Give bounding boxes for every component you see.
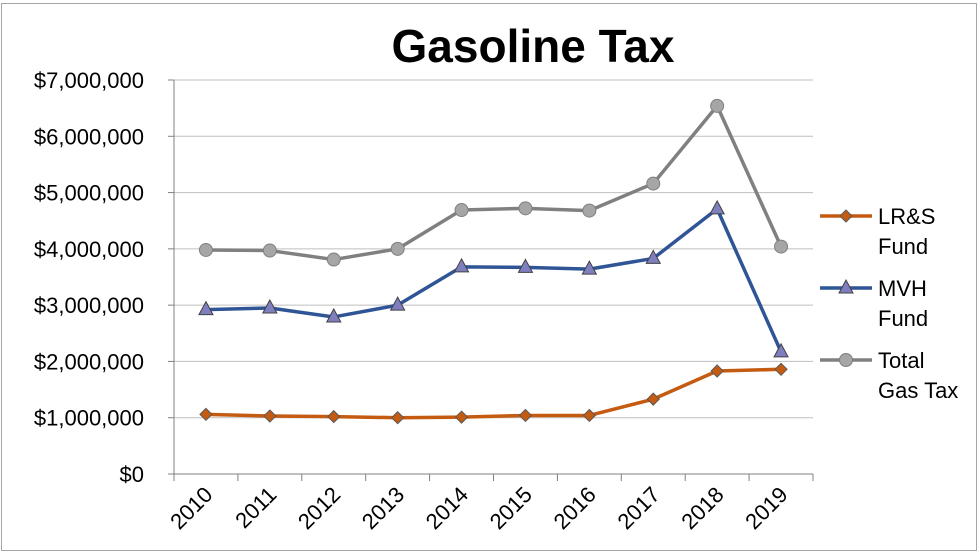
x-tick-label: 2012 bbox=[293, 482, 345, 534]
data-point-lr-s-fund bbox=[327, 409, 341, 424]
data-point-total-gas-tax bbox=[390, 241, 405, 256]
series-mvh-fund bbox=[198, 199, 789, 358]
data-point-mvh-fund bbox=[262, 298, 278, 314]
legend: LR&S Fund MVH Fund Total Gas Tax bbox=[820, 204, 958, 403]
data-point-mvh-fund bbox=[773, 342, 789, 358]
data-point-total-gas-tax bbox=[774, 239, 789, 254]
data-point-mvh-fund bbox=[198, 300, 214, 316]
legend-swatch-marker bbox=[839, 209, 853, 223]
data-point-total-gas-tax bbox=[582, 203, 597, 218]
data-point-lr-s-fund bbox=[263, 409, 277, 423]
y-tick-label: $5,000,000 bbox=[34, 181, 144, 206]
x-tick-label: 2014 bbox=[421, 482, 473, 534]
y-tick-label: $4,000,000 bbox=[34, 237, 144, 262]
y-tick-label: $7,000,000 bbox=[34, 68, 144, 93]
data-point-total-gas-tax bbox=[518, 201, 533, 216]
legend-label: Fund bbox=[878, 234, 928, 259]
axes bbox=[168, 79, 814, 481]
legend-label: Fund bbox=[878, 306, 928, 331]
data-point-mvh-fund bbox=[709, 199, 725, 215]
data-point-lr-s-fund bbox=[582, 408, 597, 423]
series-lr-s-fund bbox=[199, 362, 788, 425]
x-axis-tick-labels: 2010 2011 2012 2013 2014 2015 2016 2017 2018 2019 bbox=[165, 482, 792, 534]
x-tick-label: 2013 bbox=[357, 482, 409, 534]
data-point-total-gas-tax bbox=[262, 243, 277, 258]
data-point-total-gas-tax bbox=[646, 176, 661, 191]
series-line-total-gas-tax bbox=[204, 104, 783, 262]
data-point-mvh-fund bbox=[645, 249, 662, 264]
data-point-total-gas-tax bbox=[326, 252, 341, 267]
y-axis-tick-labels: $0 $1,000,000 $2,000,000 $3,000,000 $4,000,0… bbox=[34, 68, 144, 487]
series-lines bbox=[198, 98, 789, 425]
x-tick-label: 2011 bbox=[230, 482, 281, 533]
x-tick-label: 2016 bbox=[549, 482, 601, 534]
data-point-lr-s-fund bbox=[199, 407, 213, 422]
data-point-mvh-fund bbox=[581, 260, 598, 275]
legend-entry-mvh-fund: MVH Fund bbox=[820, 276, 928, 331]
y-tick-label: $2,000,000 bbox=[34, 349, 144, 374]
x-tick-label: 2018 bbox=[676, 482, 728, 534]
chart-title: Gasoline Tax bbox=[392, 20, 675, 72]
x-tick-label: 2017 bbox=[612, 482, 664, 534]
data-point-lr-s-fund bbox=[774, 362, 788, 377]
series-line-lr-s-fund bbox=[204, 367, 783, 420]
data-point-mvh-fund bbox=[389, 296, 406, 311]
x-tick-label: 2015 bbox=[485, 482, 537, 534]
legend-label: Gas Tax bbox=[878, 378, 958, 403]
data-point-total-gas-tax bbox=[710, 98, 725, 113]
legend-entry-total-gas-tax: Total Gas Tax bbox=[820, 348, 958, 403]
legend-label: LR&S bbox=[878, 204, 935, 229]
legend-entry-lr-s-fund: LR&S Fund bbox=[820, 204, 935, 259]
legend-swatch-marker bbox=[838, 278, 854, 294]
x-tick-label: 2010 bbox=[165, 482, 217, 534]
data-point-lr-s-fund bbox=[518, 408, 533, 423]
legend-label: Total bbox=[878, 348, 924, 373]
data-point-total-gas-tax bbox=[454, 203, 469, 218]
data-point-lr-s-fund bbox=[390, 411, 405, 425]
data-point-mvh-fund bbox=[325, 307, 342, 323]
series-line-mvh-fund bbox=[204, 207, 783, 354]
y-tick-label: $1,000,000 bbox=[34, 406, 144, 431]
data-point-total-gas-tax bbox=[198, 242, 213, 257]
y-tick-label: $0 bbox=[120, 462, 144, 487]
chart-frame bbox=[1, 3, 977, 551]
data-point-mvh-fund bbox=[517, 258, 534, 273]
data-point-lr-s-fund bbox=[710, 364, 724, 378]
legend-label: MVH bbox=[878, 276, 927, 301]
data-point-mvh-fund bbox=[453, 257, 470, 273]
series-total-gas-tax bbox=[198, 98, 789, 267]
legend-swatch-marker bbox=[839, 353, 853, 367]
y-tick-label: $6,000,000 bbox=[34, 124, 144, 149]
x-tick-label: 2019 bbox=[740, 482, 792, 534]
data-point-lr-s-fund bbox=[454, 410, 469, 424]
data-point-lr-s-fund bbox=[646, 392, 660, 406]
y-tick-label: $3,000,000 bbox=[34, 293, 144, 318]
